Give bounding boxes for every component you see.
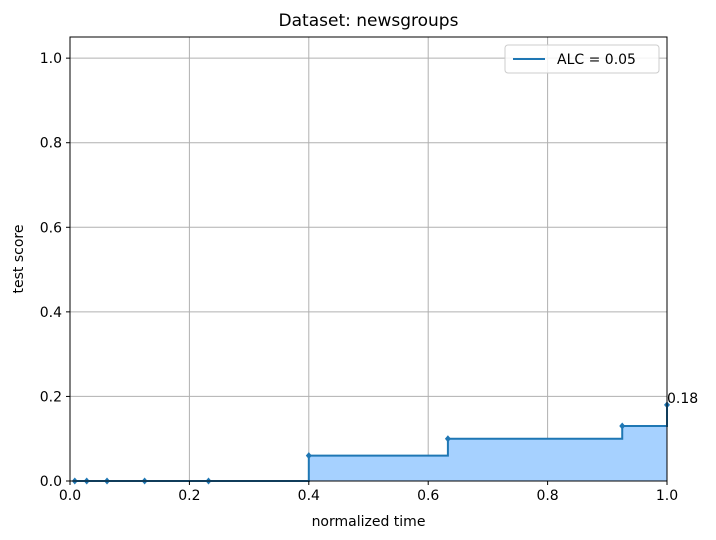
data-point [305, 452, 312, 460]
x-tick-label: 0.0 [59, 488, 81, 504]
y-tick-label: 0.2 [40, 389, 62, 405]
y-tick-label: 1.0 [40, 51, 62, 67]
chart-title: Dataset: newsgroups [279, 11, 459, 31]
y-axis-label: test score [11, 225, 27, 294]
legend-box [504, 44, 660, 74]
data-point [619, 422, 626, 430]
data-point [444, 435, 451, 443]
x-tick-label: 1.0 [656, 488, 678, 504]
plot-frame [69, 36, 668, 482]
legend: ALC = 0.05 [504, 44, 660, 74]
x-tick-label: 0.8 [536, 488, 558, 504]
y-tick-label: 0.6 [40, 220, 62, 236]
legend-entry: ALC = 0.05 [557, 52, 636, 68]
y-tick-label: 0.8 [40, 136, 62, 152]
x-tick-label: 0.4 [298, 488, 320, 504]
area-fill-path [74, 404, 667, 481]
grid [69, 37, 668, 482]
x-tick-label: 0.6 [417, 488, 439, 504]
endpoint-annotation: 0.18 [667, 391, 698, 407]
y-tick-label: 0.0 [40, 474, 62, 490]
axis-ticks: 0.0 0.2 0.4 0.6 0.8 1.0 0.0 0.2 0.4 0.6 0.8 1.0 [40, 51, 678, 504]
x-axis-label: normalized time [312, 514, 426, 530]
area-fill [74, 404, 667, 481]
y-tick-label: 0.4 [40, 305, 62, 321]
x-tick-label: 0.2 [178, 488, 200, 504]
